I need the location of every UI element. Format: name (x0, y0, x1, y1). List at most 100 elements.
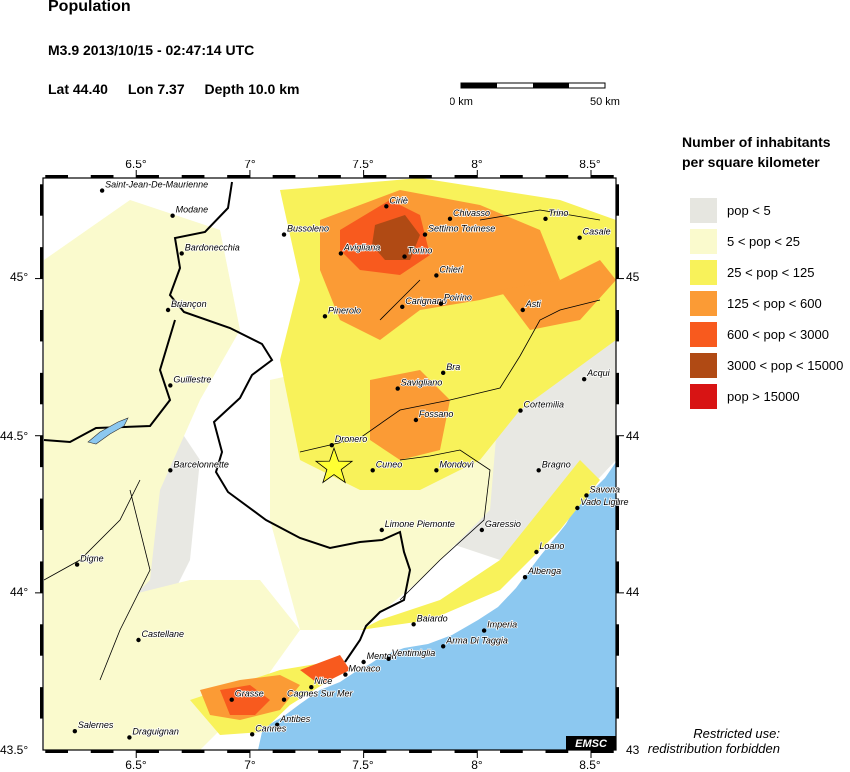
city-dot (379, 527, 384, 533)
city-dot (281, 697, 287, 702)
frame-tick (616, 435, 619, 468)
frame-tick (40, 561, 43, 593)
city-label: Cannes (255, 723, 287, 733)
restricted-line2: redistribution forbidden (647, 741, 780, 756)
frame-tick (545, 175, 569, 178)
frame-tick (40, 435, 43, 468)
depth-value: Depth 10.0 km (204, 81, 300, 97)
regional-border (43, 209, 601, 681)
city-dot (422, 232, 428, 237)
city-label: Menton (367, 651, 397, 661)
city-dot (329, 442, 334, 448)
lon-tick-label-top: 6.5° (125, 160, 147, 171)
city-label: Nice (314, 676, 332, 686)
city-label: Torino (408, 246, 433, 256)
city-dot (438, 301, 444, 306)
city-label: Digne (80, 554, 104, 564)
frame-tick (40, 372, 43, 405)
scale-right-label: 50 km (590, 96, 620, 108)
scale-bar: 0 km 50 km (450, 82, 620, 108)
frame-tick (616, 624, 619, 656)
frame-tick (227, 175, 250, 178)
lon-tick-label-bottom: 6.5° (125, 758, 147, 772)
city-label: Chivasso (453, 208, 490, 218)
lake (87, 417, 129, 445)
frame-tick (227, 750, 250, 753)
frame-tick (363, 750, 387, 753)
city-dot (168, 383, 173, 388)
city-label: Albenga (527, 566, 561, 576)
city-dot (136, 637, 141, 643)
city-dot (179, 251, 184, 256)
frame-tick (616, 561, 619, 593)
city-label: Monaco (348, 664, 380, 674)
city-label: Carignano (405, 296, 447, 306)
city-label: Ventimiglia (392, 648, 436, 658)
frame-tick (181, 175, 205, 178)
city-label: Avigliana (343, 242, 380, 252)
legend-label: pop > 15000 (727, 389, 800, 404)
city-dot (275, 722, 280, 728)
city-label: Pinerolo (328, 305, 361, 315)
population-map: Saint-Jean-De-Maurienne Modane Bussoleno Ci… (0, 160, 640, 772)
lat-tick-label-right: 44.5° (626, 429, 640, 443)
lon-tick-label-bottom: 7.5° (352, 758, 374, 772)
frame-tick (90, 750, 114, 753)
restricted-line1: Restricted use: (693, 726, 780, 741)
city-dot (536, 468, 541, 473)
frame-tick (616, 372, 619, 405)
lat-tick-label-left: 44.5° (0, 429, 28, 443)
city-label: Ciriè (389, 195, 408, 205)
city-dot (481, 628, 487, 633)
city-label: Saint-Jean-De-Maurienne (105, 180, 208, 190)
city-dot (343, 672, 348, 677)
frame-tick (181, 750, 205, 753)
city-dot (309, 684, 314, 690)
city-label: Bardonecchia (185, 242, 240, 252)
city-label: Acqui (586, 368, 611, 378)
city-markers: Saint-Jean-De-Maurienne Modane Bussoleno Ci… (72, 179, 629, 740)
city-dot (434, 273, 439, 278)
legend-swatch (690, 198, 717, 223)
frame-tick (363, 175, 387, 178)
city-label: Antibes (279, 714, 311, 724)
frame-tick (272, 175, 296, 178)
legend-swatch (690, 229, 717, 254)
national-border-north (43, 319, 176, 444)
city-dot (99, 188, 105, 193)
city-label: Vado Ligure (580, 497, 628, 507)
city-label: Cagnes Sur Mer (287, 689, 354, 699)
lon-tick-label-bottom: 8° (471, 758, 483, 772)
city-dot (127, 735, 132, 740)
corner-label-left: 43.5° (0, 743, 28, 757)
page-title: Population (48, 0, 131, 15)
frame-tick (40, 498, 43, 530)
city-label: Loano (539, 541, 564, 551)
national-border (168, 181, 412, 663)
legend-label: 125 < pop < 600 (727, 296, 822, 311)
city-label: Garessio (485, 519, 521, 529)
frame-tick (616, 184, 619, 216)
city-label: Modane (176, 205, 209, 215)
city-label: Bussoleno (287, 224, 329, 234)
city-label: Baiardo (417, 613, 448, 623)
legend-label: 3000 < pop < 15000 (727, 358, 844, 373)
frame-tick (409, 175, 432, 178)
legend-swatch (690, 322, 717, 347)
city-label: Limone Piemonte (385, 519, 455, 529)
lon-value: Lon 7.37 (127, 81, 185, 97)
lon-tick-label-bottom: 7° (244, 758, 256, 772)
city-dot (434, 468, 439, 473)
location-info: Lat 44.40 Lon 7.37 Depth 10.0 km (48, 81, 315, 97)
city-dot (338, 251, 344, 256)
event-info: M3.9 2013/10/15 - 02:47:14 UTC (48, 42, 255, 58)
city-label: Bragno (542, 459, 571, 469)
city-label: Fossano (419, 409, 454, 419)
city-dot (168, 468, 173, 473)
frame-tick (40, 310, 43, 342)
city-label: Bra (446, 362, 460, 372)
frame-tick (318, 750, 341, 753)
city-dot (543, 216, 548, 222)
frame-tick (40, 247, 43, 279)
city-dot (74, 562, 80, 567)
